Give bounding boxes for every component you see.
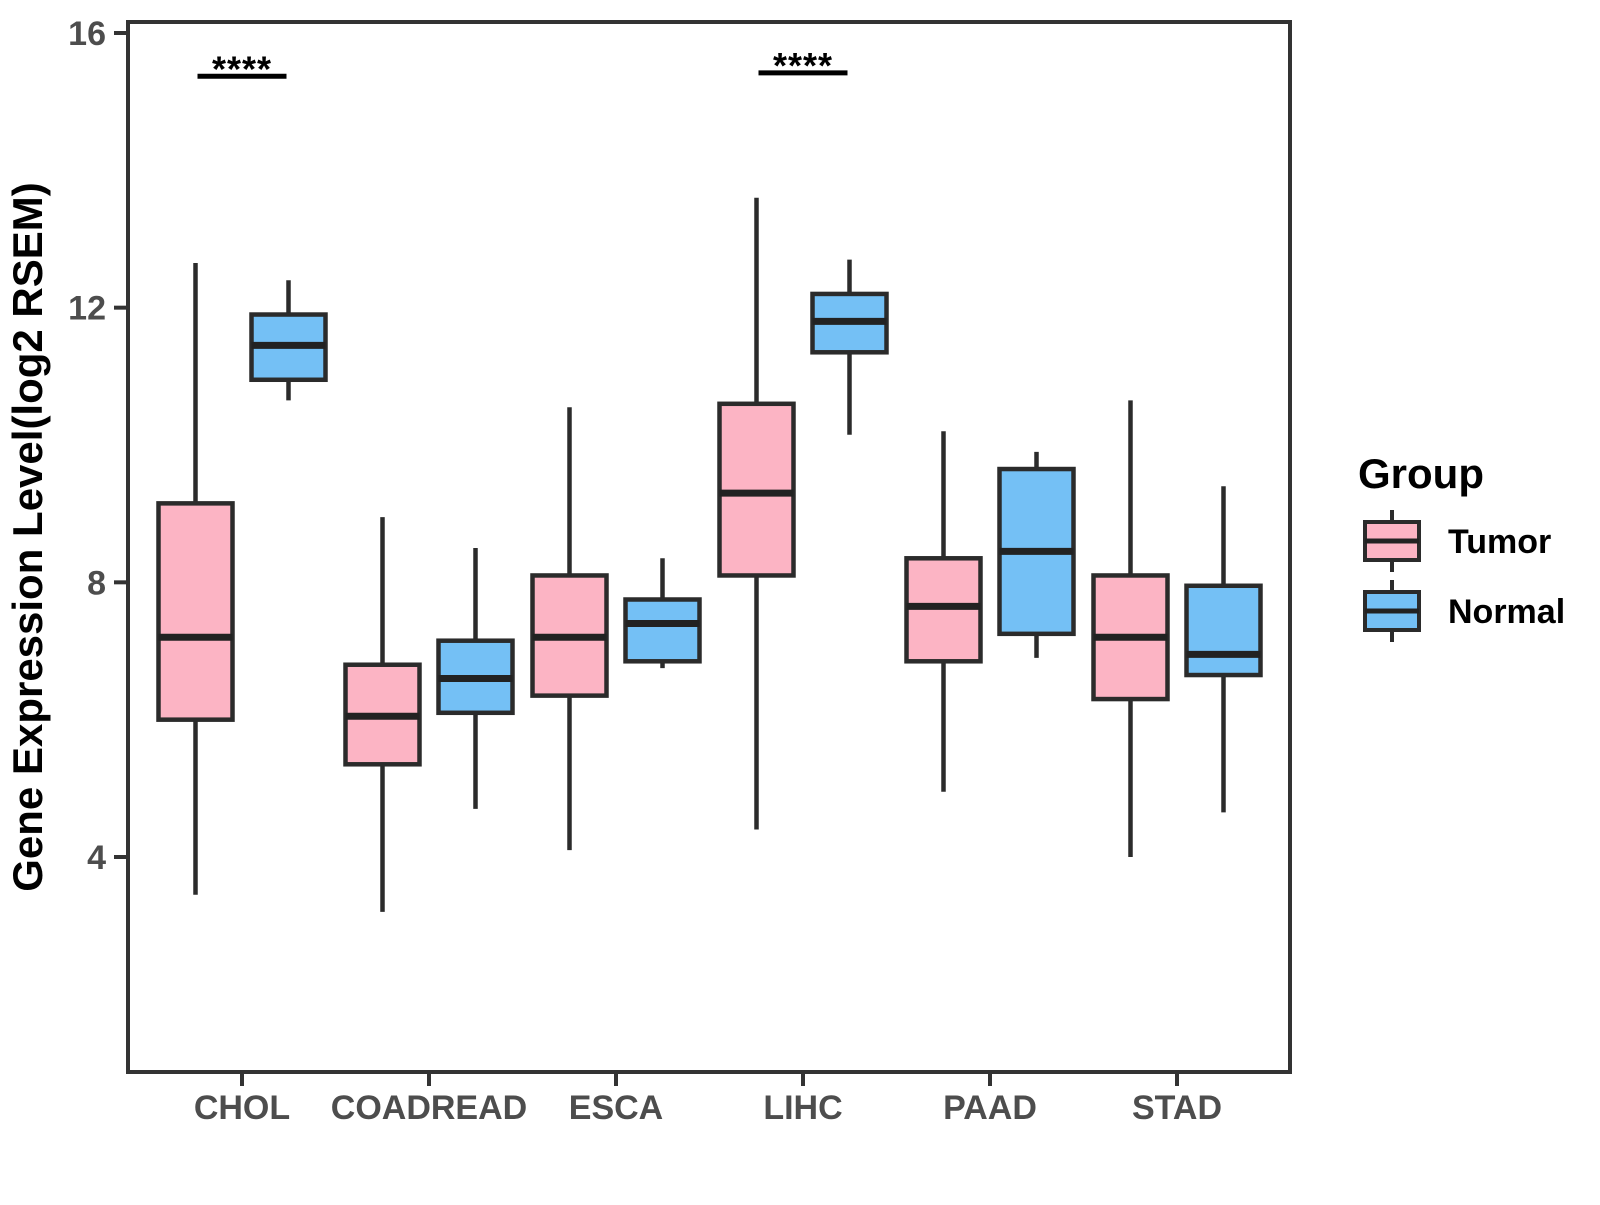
significance-annotations: **** **** xyxy=(197,45,848,89)
x-tick-label-LIHC: LIHC xyxy=(763,1089,842,1127)
box-STAD-Normal xyxy=(1184,583,1263,678)
legend-key-tumor-icon xyxy=(1363,510,1421,572)
x-tick-label-PAAD: PAAD xyxy=(943,1089,1037,1127)
x-axis: CHOL COADREAD ESCA LIHC PAAD STAD xyxy=(194,1072,1222,1127)
y-axis: 16 12 8 4 xyxy=(68,15,128,877)
legend: Group Tumor Normal xyxy=(1358,450,1565,642)
x-tick-label-ESCA: ESCA xyxy=(569,1089,663,1127)
plot-panel-border xyxy=(126,20,1292,1074)
legend-label-tumor: Tumor xyxy=(1448,523,1551,561)
y-tick-label-4: 4 xyxy=(87,839,106,877)
legend-key-normal-icon xyxy=(1363,580,1421,642)
y-tick-label-12: 12 xyxy=(68,290,106,328)
x-tick-label-COADREAD: COADREAD xyxy=(331,1089,527,1127)
legend-label-normal: Normal xyxy=(1448,593,1565,631)
x-tick-label-CHOL: CHOL xyxy=(194,1089,290,1127)
y-tick-label-16: 16 xyxy=(68,15,106,53)
y-axis-title: Gene Expression Level(log2 RSEM) xyxy=(4,182,51,892)
box-ESCA-Normal xyxy=(623,597,702,664)
significance-stars-CHOL: **** xyxy=(212,48,272,89)
significance-stars-LIHC: **** xyxy=(773,45,833,86)
plot-area xyxy=(156,197,1263,912)
box-CHOL-Tumor xyxy=(156,501,235,722)
legend-title: Group xyxy=(1358,450,1484,497)
y-tick-label-8: 8 xyxy=(87,564,106,602)
x-tick-label-STAD: STAD xyxy=(1132,1089,1222,1127)
